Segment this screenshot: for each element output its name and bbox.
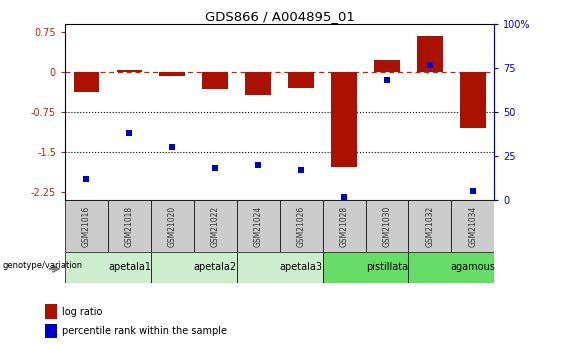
Bar (237, 200, 280, 252)
Point (168, 145, 177, 150)
Point (340, 194, 349, 199)
Text: log ratio: log ratio (62, 307, 102, 317)
Bar (237, 252, 323, 283)
Text: GSM21026: GSM21026 (297, 205, 306, 247)
Point (254, 162, 263, 168)
Point (383, 78, 392, 83)
Bar (159, 72, 185, 76)
Point (125, 130, 134, 136)
Bar (408, 252, 494, 283)
Bar (374, 60, 400, 72)
Bar (65, 252, 151, 283)
Text: pistillata: pistillata (366, 263, 408, 272)
Text: GSM21030: GSM21030 (383, 205, 392, 247)
Text: apetala3: apetala3 (280, 263, 323, 272)
Bar (108, 200, 151, 252)
Bar (323, 252, 408, 283)
Title: GDS866 / A004895_01: GDS866 / A004895_01 (205, 10, 355, 23)
Bar (151, 200, 194, 252)
Text: GSM21032: GSM21032 (425, 205, 434, 247)
Text: GSM21022: GSM21022 (211, 205, 220, 247)
Bar (202, 72, 228, 89)
Text: GSM21024: GSM21024 (254, 205, 263, 247)
Bar (460, 72, 486, 128)
Text: GSM21016: GSM21016 (82, 205, 91, 247)
Bar (366, 200, 408, 252)
Text: apetala1: apetala1 (108, 263, 151, 272)
Point (297, 167, 306, 173)
Bar (194, 200, 237, 252)
Text: GSM21018: GSM21018 (125, 205, 134, 247)
Bar (323, 200, 366, 252)
Bar (408, 200, 451, 252)
Bar (45, 304, 57, 319)
Text: percentile rank within the sample: percentile rank within the sample (62, 326, 227, 336)
Bar (280, 200, 323, 252)
Text: GSM21034: GSM21034 (468, 205, 477, 247)
Point (425, 62, 434, 67)
Point (82, 176, 91, 182)
Text: genotype/variation: genotype/variation (3, 261, 83, 270)
Bar (73, 72, 99, 92)
Bar (417, 36, 443, 72)
Bar (245, 72, 271, 95)
Bar (45, 324, 57, 338)
Point (468, 188, 477, 194)
Bar (451, 200, 494, 252)
Bar (331, 72, 357, 167)
Text: GSM21028: GSM21028 (340, 205, 349, 247)
Bar (65, 200, 108, 252)
Bar (116, 70, 142, 72)
Bar (288, 72, 314, 88)
Point (211, 166, 220, 171)
Bar (151, 252, 237, 283)
Text: GSM21020: GSM21020 (168, 205, 177, 247)
Text: apetala2: apetala2 (194, 263, 237, 272)
Text: agamous: agamous (450, 263, 496, 272)
